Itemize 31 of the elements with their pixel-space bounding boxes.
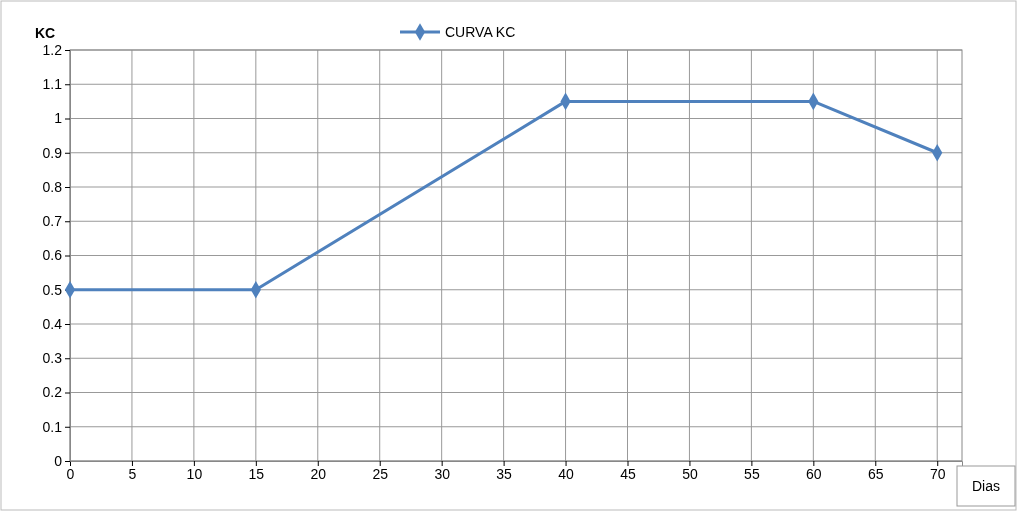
x-tick-label: 40: [558, 465, 575, 482]
y-tick-label: 0.4: [42, 315, 63, 332]
x-tick-label: 35: [496, 465, 513, 482]
x-axis-title: Dias: [971, 478, 1001, 494]
x-tick-label: 45: [620, 465, 636, 482]
x-tick-label: 25: [372, 465, 389, 482]
x-tick-label: 10: [186, 465, 203, 482]
x-tick-label: 55: [744, 465, 760, 482]
x-tick-label: 20: [310, 465, 327, 482]
y-tick-label: 0.2: [42, 384, 63, 401]
x-tick-label: 5: [128, 465, 137, 482]
y-tick-label: 0.5: [42, 281, 63, 298]
y-tick-label: 1.2: [42, 41, 63, 58]
y-tick-label: 1: [54, 110, 63, 127]
y-tick-label: 0.6: [42, 247, 63, 264]
y-axis-title: KC: [35, 25, 56, 41]
y-tick-label: 0.9: [42, 144, 63, 161]
x-tick-label: 70: [929, 465, 946, 482]
legend-label: CURVA KC: [445, 23, 516, 40]
y-tick-label: 1.1: [42, 76, 63, 93]
x-tick-label: 15: [248, 465, 265, 482]
y-tick-label: 0.3: [42, 350, 63, 367]
x-tick-label: 60: [806, 465, 822, 482]
y-tick-label: 0: [54, 452, 63, 469]
x-tick-label: 0: [66, 465, 75, 482]
x-tick-label: 50: [682, 465, 698, 482]
y-tick-label: 0.8: [42, 178, 63, 195]
y-tick-label: 0.1: [42, 418, 63, 435]
x-tick-label: 65: [867, 465, 884, 482]
x-tick-label: 30: [434, 465, 451, 482]
y-tick-label: 0.7: [42, 213, 63, 230]
